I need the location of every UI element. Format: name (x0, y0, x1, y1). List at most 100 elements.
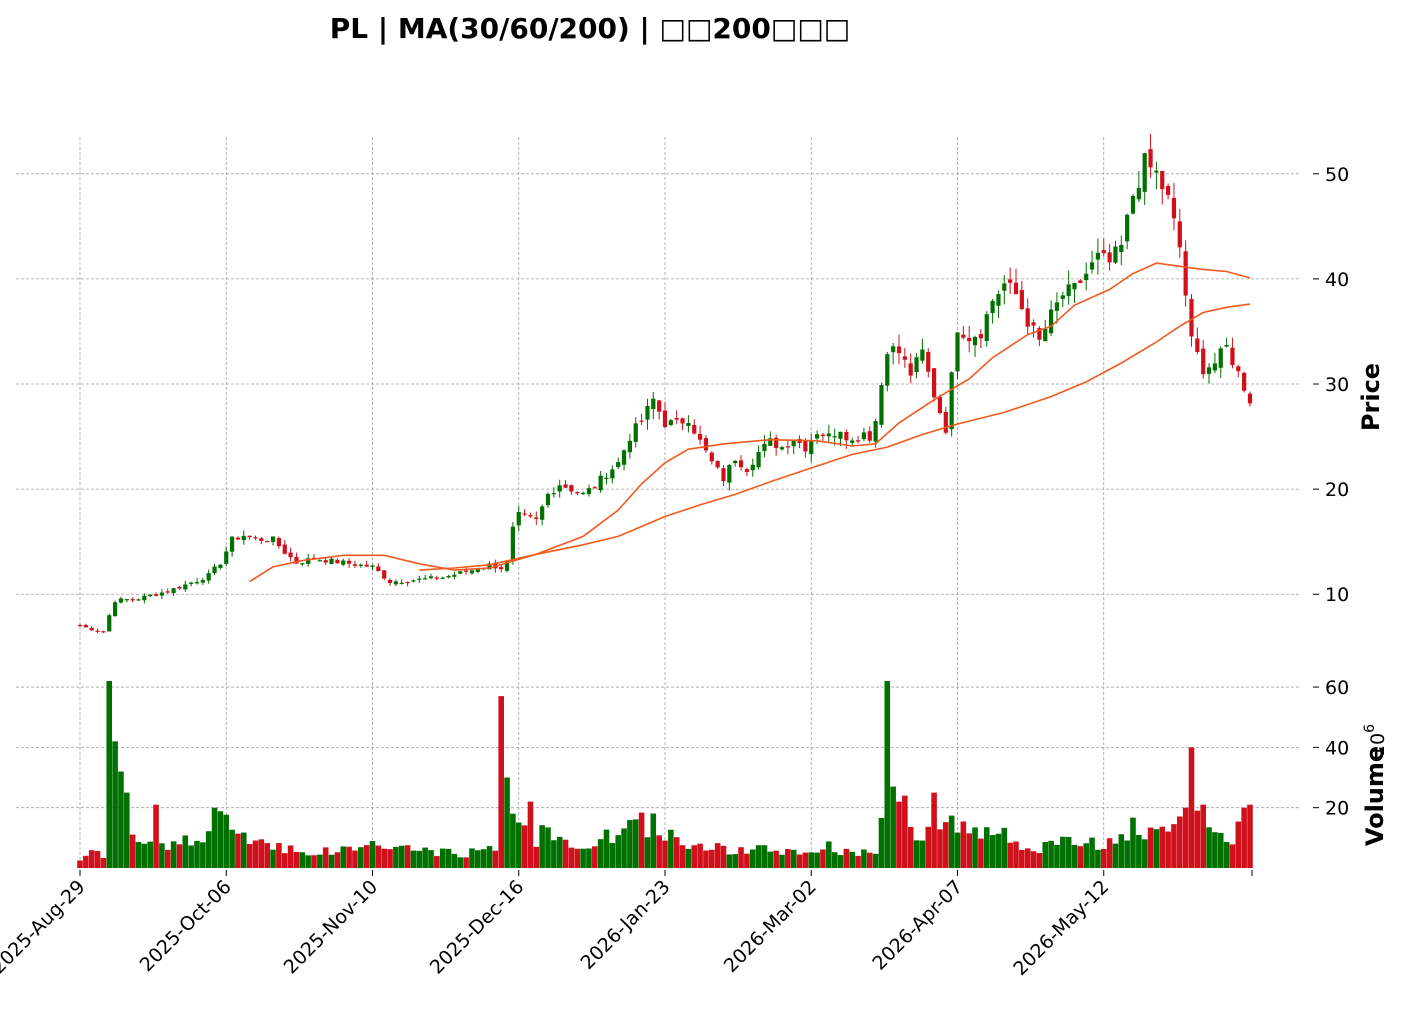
volume-bar (1165, 831, 1171, 868)
grid-lines (16, 137, 1300, 868)
candle-body (265, 541, 270, 543)
volume-bar (632, 819, 639, 868)
candle-body (697, 433, 703, 440)
candle-body (387, 579, 393, 583)
volume-bar (907, 826, 914, 868)
volume-bars (77, 681, 1253, 868)
volume-bar (363, 845, 370, 868)
volume-bar (205, 831, 212, 868)
candle-body (1165, 185, 1171, 196)
volume-bar (398, 845, 405, 868)
candle-body (469, 570, 475, 574)
candle-body (428, 576, 434, 579)
volume-bar (644, 837, 651, 868)
candle-body (1101, 250, 1106, 254)
candle-body (136, 599, 141, 601)
chart-title: PL | MA(30/60/200) | □□200□□□ (330, 12, 851, 45)
volume-bar (989, 835, 996, 868)
candle-body (1177, 221, 1182, 248)
volume-bar (112, 741, 118, 868)
volume-bar (1229, 844, 1236, 868)
candle-body (1113, 246, 1118, 263)
candle-body (1136, 187, 1141, 200)
candle-body (399, 582, 404, 584)
volume-bar (422, 847, 428, 868)
volume-bar (592, 846, 598, 868)
price-tick-label: 20 (1325, 479, 1349, 501)
volume-bar (902, 795, 908, 868)
volume-bar (1159, 826, 1166, 868)
volume-exponent: 106 (1362, 724, 1389, 757)
volume-bar (223, 814, 230, 868)
volume-bar (1036, 853, 1043, 868)
volume-bar (1019, 849, 1025, 868)
candle-body (288, 552, 293, 558)
volume-bar (176, 844, 183, 868)
volume-bar (1071, 844, 1078, 868)
moving-averages (249, 262, 1251, 583)
candle-body (586, 488, 592, 495)
volume-bar (1118, 834, 1125, 868)
candle-body (651, 398, 656, 410)
volume-bar (767, 851, 774, 868)
volume-bar (100, 857, 107, 868)
volume-bar (1013, 841, 1019, 868)
candle-body (844, 431, 849, 441)
volume-bar (287, 845, 294, 868)
volume-bar (1171, 824, 1177, 868)
candle-body (885, 354, 890, 386)
volume-bar (1054, 844, 1060, 868)
volume-bar (1007, 842, 1013, 868)
volume-bar (726, 854, 733, 868)
candle-body (1125, 214, 1130, 242)
volume-bar (978, 838, 984, 868)
volume-bar (340, 846, 347, 868)
candle-body (77, 625, 83, 627)
candle-body (1025, 308, 1030, 327)
volume-bar (855, 855, 861, 868)
candle-body (616, 462, 621, 467)
candle-body (967, 337, 972, 342)
candle-body (189, 582, 194, 584)
candle-body (1031, 322, 1036, 326)
candle-body (598, 475, 603, 491)
candle-body (762, 443, 767, 452)
candle-body (1142, 153, 1147, 192)
candle-body (206, 573, 211, 581)
candle-body (1230, 347, 1235, 366)
candle-body (440, 577, 445, 579)
candle-body (645, 405, 650, 420)
volume-bar (866, 852, 873, 868)
volume-bar (568, 847, 575, 868)
volume-bar (235, 833, 241, 868)
volume-bar (200, 842, 206, 868)
volume-bar (802, 852, 809, 868)
candle-body (253, 537, 258, 539)
candle-body (575, 492, 580, 494)
candle-body (504, 561, 510, 571)
candle-body (247, 535, 252, 538)
volume-bar (732, 854, 738, 868)
candle-body (768, 438, 773, 446)
candle-body (183, 584, 188, 590)
volume-bar (551, 840, 557, 868)
volume-axis-label: Volume (1361, 746, 1389, 846)
candle-body (814, 434, 820, 439)
volume-bar (1083, 843, 1089, 868)
candle-body (1130, 196, 1136, 214)
candle-body (516, 511, 521, 526)
volume-bar (878, 817, 885, 868)
volume-bar (872, 853, 879, 868)
candle-body (984, 314, 989, 341)
volume-bar (638, 812, 645, 868)
volume-bar (369, 841, 376, 868)
candle-body (1206, 367, 1212, 374)
candle-body (323, 560, 328, 563)
candle-body (879, 385, 884, 425)
volume-bar (381, 848, 387, 868)
candle-body (364, 564, 369, 567)
candle-body (1089, 262, 1095, 270)
volume-bar (77, 860, 83, 868)
volume-bar (1241, 807, 1247, 868)
candle-body (662, 410, 668, 428)
